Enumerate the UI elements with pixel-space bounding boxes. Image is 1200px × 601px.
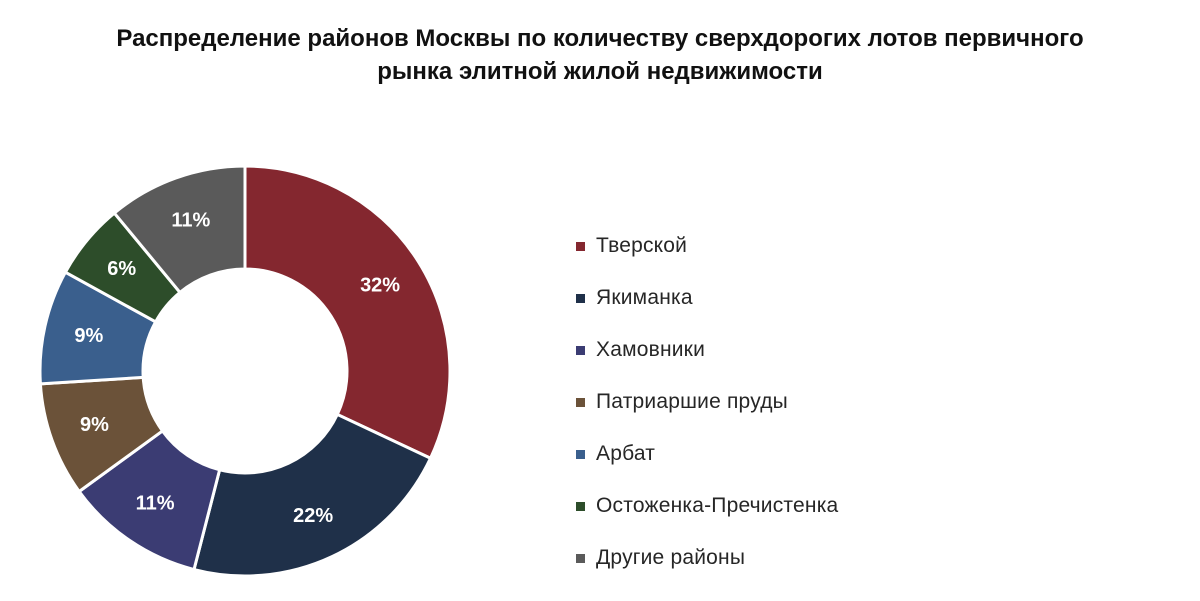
legend-label: Хамовники: [596, 338, 706, 361]
legend-swatch: [576, 553, 585, 563]
legend-label: Другие районы: [596, 546, 746, 569]
donut-value-label: 22%: [293, 505, 333, 527]
donut-value-label: 32%: [360, 274, 400, 296]
legend-swatch: [576, 345, 585, 355]
legend-label: Тверской: [596, 234, 688, 257]
chart-legend: Тверской Якиманка Хамовники Патриаршие п…: [576, 220, 838, 584]
donut-value-label: 11%: [171, 209, 210, 231]
legend-item-ostozhenka-prechistenka: Остоженка-Пречистенка: [576, 480, 838, 532]
donut-value-label: 11%: [136, 492, 175, 514]
donut-value-label: 9%: [74, 325, 103, 347]
legend-swatch: [576, 449, 585, 459]
legend-label: Арбат: [596, 442, 656, 465]
chart-title-line-2: рынка элитной жилой недвижимости: [377, 58, 823, 85]
legend-swatch: [576, 397, 585, 407]
legend-label: Патриаршие пруды: [596, 390, 788, 413]
chart-title: Распределение районов Москвы по количест…: [0, 22, 1200, 88]
legend-swatch: [576, 501, 585, 511]
donut-slice: [243, 164, 452, 460]
donut-slice: [112, 164, 247, 294]
donut-value-label: 9%: [80, 414, 109, 436]
legend-item-patriarshie-prudy: Патриаршие пруды: [576, 376, 838, 428]
legend-item-tverskoy: Тверской: [576, 220, 838, 272]
legend-item-khamovniki: Хамовники: [576, 324, 838, 376]
legend-swatch: [576, 293, 585, 303]
legend-label: Якиманка: [596, 286, 693, 309]
donut-slices: [38, 164, 452, 578]
chart-title-line-1: Распределение районов Москвы по количест…: [116, 25, 1084, 52]
donut-slice: [192, 412, 432, 578]
legend-item-yakimanka: Якиманка: [576, 272, 838, 324]
donut-value-labels: 32% 22% 11% 9% 9% 6% 11%: [74, 209, 400, 526]
legend-item-other-districts: Другие районы: [576, 532, 838, 584]
donut-value-label: 6%: [107, 258, 136, 280]
legend-swatch: [576, 241, 585, 251]
legend-item-arbat: Арбат: [576, 428, 838, 480]
legend-label: Остоженка-Пречистенка: [596, 494, 839, 517]
